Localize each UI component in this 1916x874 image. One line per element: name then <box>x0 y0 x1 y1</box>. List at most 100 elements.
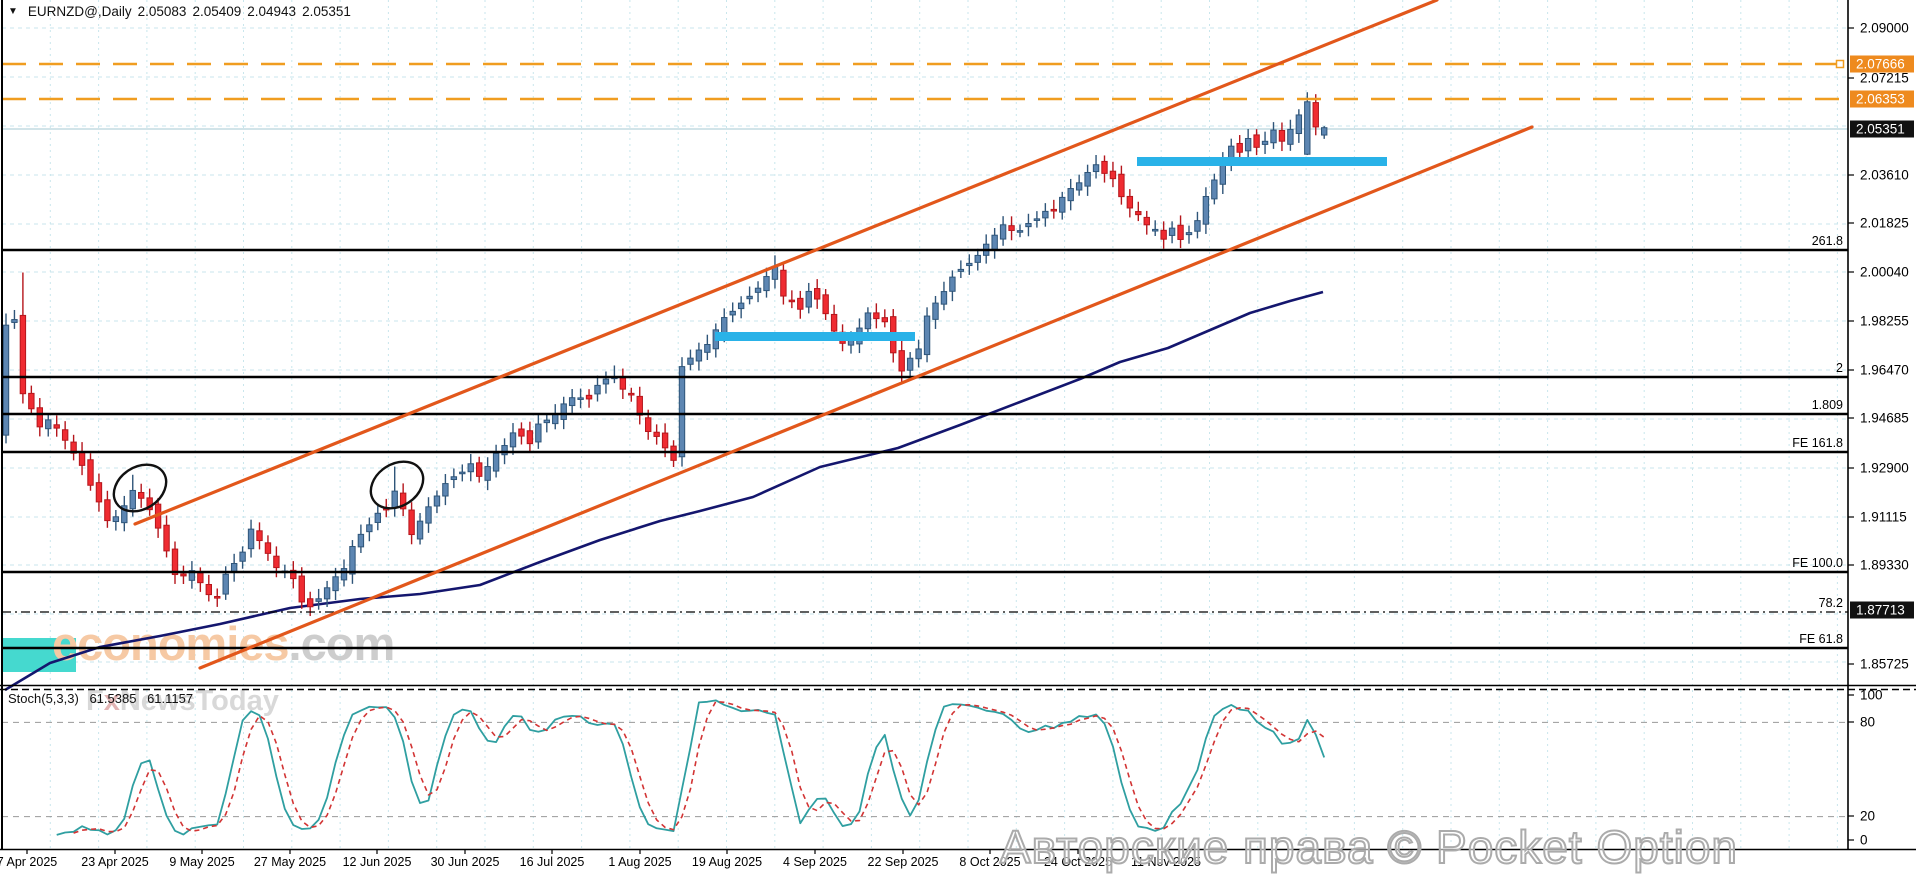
price-tick-label: 100 <box>1860 688 1883 703</box>
date-tick-label: 19 Aug 2025 <box>692 855 762 869</box>
ellipse-annotation[interactable] <box>362 452 432 518</box>
economies-watermark-brand: economies <box>52 617 289 670</box>
ellipse-annotations[interactable] <box>105 452 432 521</box>
candle-body <box>121 505 128 524</box>
fib-level-label: FE 100.0 <box>1792 556 1843 570</box>
candle-body <box>1101 160 1108 174</box>
candle-body <box>797 297 804 310</box>
candle-body <box>239 551 246 562</box>
grid <box>2 0 1848 848</box>
candle-body <box>974 254 981 263</box>
candle-body <box>763 276 770 292</box>
candle-body <box>577 397 584 400</box>
candle-body <box>991 234 998 250</box>
candle-body <box>602 378 610 385</box>
price-badge-label: 2.05351 <box>1856 122 1905 137</box>
ellipse-annotation[interactable] <box>105 455 175 521</box>
support-resistance-bands[interactable] <box>715 157 1387 341</box>
candle-body <box>628 392 635 396</box>
candle-body <box>1126 195 1134 209</box>
candle-body <box>1261 140 1269 145</box>
stochastic-signal-value: 61.1157 <box>147 691 194 706</box>
candle-body <box>374 512 382 523</box>
ohlc-open: 2.05083 <box>137 4 187 19</box>
candle-body <box>1025 223 1032 228</box>
candle-body <box>678 366 686 458</box>
teal-highlight-box[interactable] <box>2 638 76 672</box>
candle-body <box>104 499 111 522</box>
price-band[interactable] <box>1137 157 1387 166</box>
candle-body <box>1304 101 1311 155</box>
date-tick-label: 4 Sep 2025 <box>783 855 847 869</box>
candle-body <box>721 317 728 334</box>
channel-trendline[interactable] <box>198 125 1534 670</box>
price-tick-label: 2.03610 <box>1860 168 1909 183</box>
candle-body <box>999 224 1007 240</box>
candle-body <box>594 384 601 395</box>
price-band[interactable] <box>715 332 915 341</box>
candle-body <box>661 432 669 449</box>
stochastic-main-value: 61.5385 <box>89 691 137 706</box>
candle-body <box>476 462 483 477</box>
candle-body <box>830 313 838 332</box>
candle-body <box>298 575 305 603</box>
chart-title: ▼ EURNZD@,Daily 2.05083 2.05409 2.04943 … <box>8 4 351 19</box>
candle-body <box>205 584 213 596</box>
moving-average-line <box>4 290 1324 692</box>
candle-body <box>509 432 517 448</box>
candle-body <box>552 413 559 425</box>
date-tick-label: 22 Sep 2025 <box>868 855 939 869</box>
candle-body <box>881 317 888 323</box>
candle-body <box>915 348 922 360</box>
date-tick-label: 12 Jun 2025 <box>343 855 412 869</box>
date-tick-label: 11 Nov 2025 <box>1131 855 1201 869</box>
candle-body <box>349 546 356 575</box>
price-tick-label: 0 <box>1860 833 1868 848</box>
candle-body <box>1008 225 1015 231</box>
candle-body <box>399 492 407 510</box>
candle-body <box>197 572 204 584</box>
candle-body <box>53 424 60 429</box>
alert-line-handle[interactable] <box>1835 59 1845 69</box>
trend-channel-lines[interactable] <box>133 0 1534 670</box>
date-axis: 7 Apr 2025 23 Apr 2025 9 May 2025 27 May 20… <box>0 849 1201 869</box>
price-badge-label: 2.06353 <box>1856 92 1905 107</box>
candle-body <box>492 452 500 472</box>
candle-body <box>1270 129 1277 144</box>
candle-body <box>95 482 103 503</box>
price-tick-label: 2.00040 <box>1860 265 1909 280</box>
candle-body <box>518 428 525 437</box>
candle-body <box>11 319 18 323</box>
price-tick-label: 80 <box>1860 715 1875 730</box>
price-tick-label: 1.98255 <box>1860 314 1909 329</box>
candle-body <box>1168 227 1176 236</box>
price-tick-label: 1.92900 <box>1860 461 1909 476</box>
channel-trendline[interactable] <box>133 0 1439 526</box>
candlestick-series <box>2 92 1328 617</box>
candle-body <box>543 419 550 424</box>
candle-body <box>87 459 94 486</box>
candle-body <box>408 509 415 536</box>
candle-body <box>1177 224 1184 240</box>
candle-body <box>247 528 255 550</box>
candle-body <box>163 524 170 552</box>
candle-body <box>1109 170 1117 180</box>
candle-body <box>1118 173 1125 198</box>
alert-lines[interactable] <box>2 59 1848 101</box>
economies-watermark: economies.com <box>52 617 394 670</box>
candle-body <box>332 576 339 592</box>
candle-body <box>535 423 542 443</box>
candle-body <box>442 483 449 497</box>
candle-body <box>754 287 762 293</box>
candle-body <box>1033 218 1041 221</box>
candle-body <box>780 269 787 297</box>
candle-body <box>416 520 424 540</box>
fib-level-label: FE 61.8 <box>1799 632 1843 646</box>
candle-body <box>112 516 120 523</box>
candle-body <box>1295 114 1303 135</box>
teal-highlight-box[interactable] <box>2 638 76 672</box>
collapse-triangle-icon[interactable]: ▼ <box>8 6 18 17</box>
fibonacci-levels[interactable]: 261.8 2 1.809 FE 161.8 FE 100.0 78.2 FE 61.8 <box>2 234 1848 650</box>
candle-body <box>366 524 373 533</box>
